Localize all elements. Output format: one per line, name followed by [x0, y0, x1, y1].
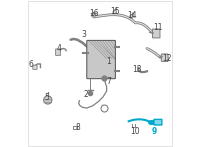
- Text: 3: 3: [81, 30, 86, 39]
- Text: 7: 7: [106, 77, 111, 86]
- Circle shape: [92, 14, 95, 17]
- FancyBboxPatch shape: [87, 40, 115, 79]
- Text: 16: 16: [89, 9, 99, 19]
- Text: 12: 12: [162, 54, 172, 63]
- Text: 6: 6: [28, 60, 33, 69]
- Text: 8: 8: [76, 123, 80, 132]
- Circle shape: [44, 96, 52, 104]
- Text: 11: 11: [153, 23, 163, 32]
- Circle shape: [130, 15, 133, 18]
- Text: 10: 10: [130, 127, 140, 136]
- Text: 1: 1: [106, 56, 110, 66]
- FancyBboxPatch shape: [161, 54, 168, 61]
- Text: 13: 13: [133, 65, 142, 74]
- FancyBboxPatch shape: [33, 65, 37, 69]
- FancyBboxPatch shape: [44, 100, 52, 103]
- Text: 9: 9: [152, 127, 157, 136]
- Text: 2: 2: [84, 90, 88, 99]
- Circle shape: [113, 10, 116, 14]
- Text: 15: 15: [111, 6, 120, 16]
- FancyBboxPatch shape: [152, 29, 160, 38]
- Text: 5: 5: [44, 92, 49, 102]
- FancyBboxPatch shape: [56, 49, 61, 55]
- Text: 14: 14: [128, 11, 137, 20]
- FancyBboxPatch shape: [154, 119, 162, 125]
- Text: 4: 4: [56, 44, 61, 53]
